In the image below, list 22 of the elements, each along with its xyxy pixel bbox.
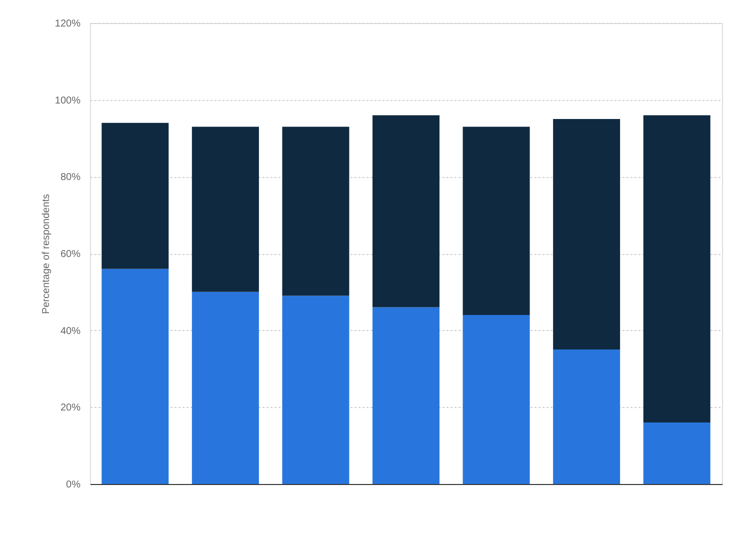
y-tick-label: 20% — [60, 402, 81, 414]
bar — [192, 126, 259, 292]
bar — [553, 119, 620, 350]
bar — [553, 350, 620, 484]
bar — [372, 307, 440, 484]
bar — [192, 292, 259, 484]
bar — [102, 268, 169, 484]
bar — [102, 122, 169, 269]
bar — [462, 126, 530, 315]
bar — [282, 126, 350, 296]
bar — [282, 296, 350, 484]
bar — [643, 115, 710, 423]
bar — [643, 422, 710, 484]
y-axis-title: Percentage of respondents — [40, 194, 52, 314]
y-tick-label: 120% — [54, 18, 81, 30]
y-tick-label: 80% — [60, 172, 81, 184]
y-tick-label: 60% — [60, 249, 81, 260]
bar — [462, 314, 530, 484]
y-tick-label: 100% — [54, 95, 81, 106]
y-tick-label: 40% — [60, 326, 81, 337]
bar — [372, 115, 440, 308]
y-tick-label: 0% — [66, 480, 81, 490]
